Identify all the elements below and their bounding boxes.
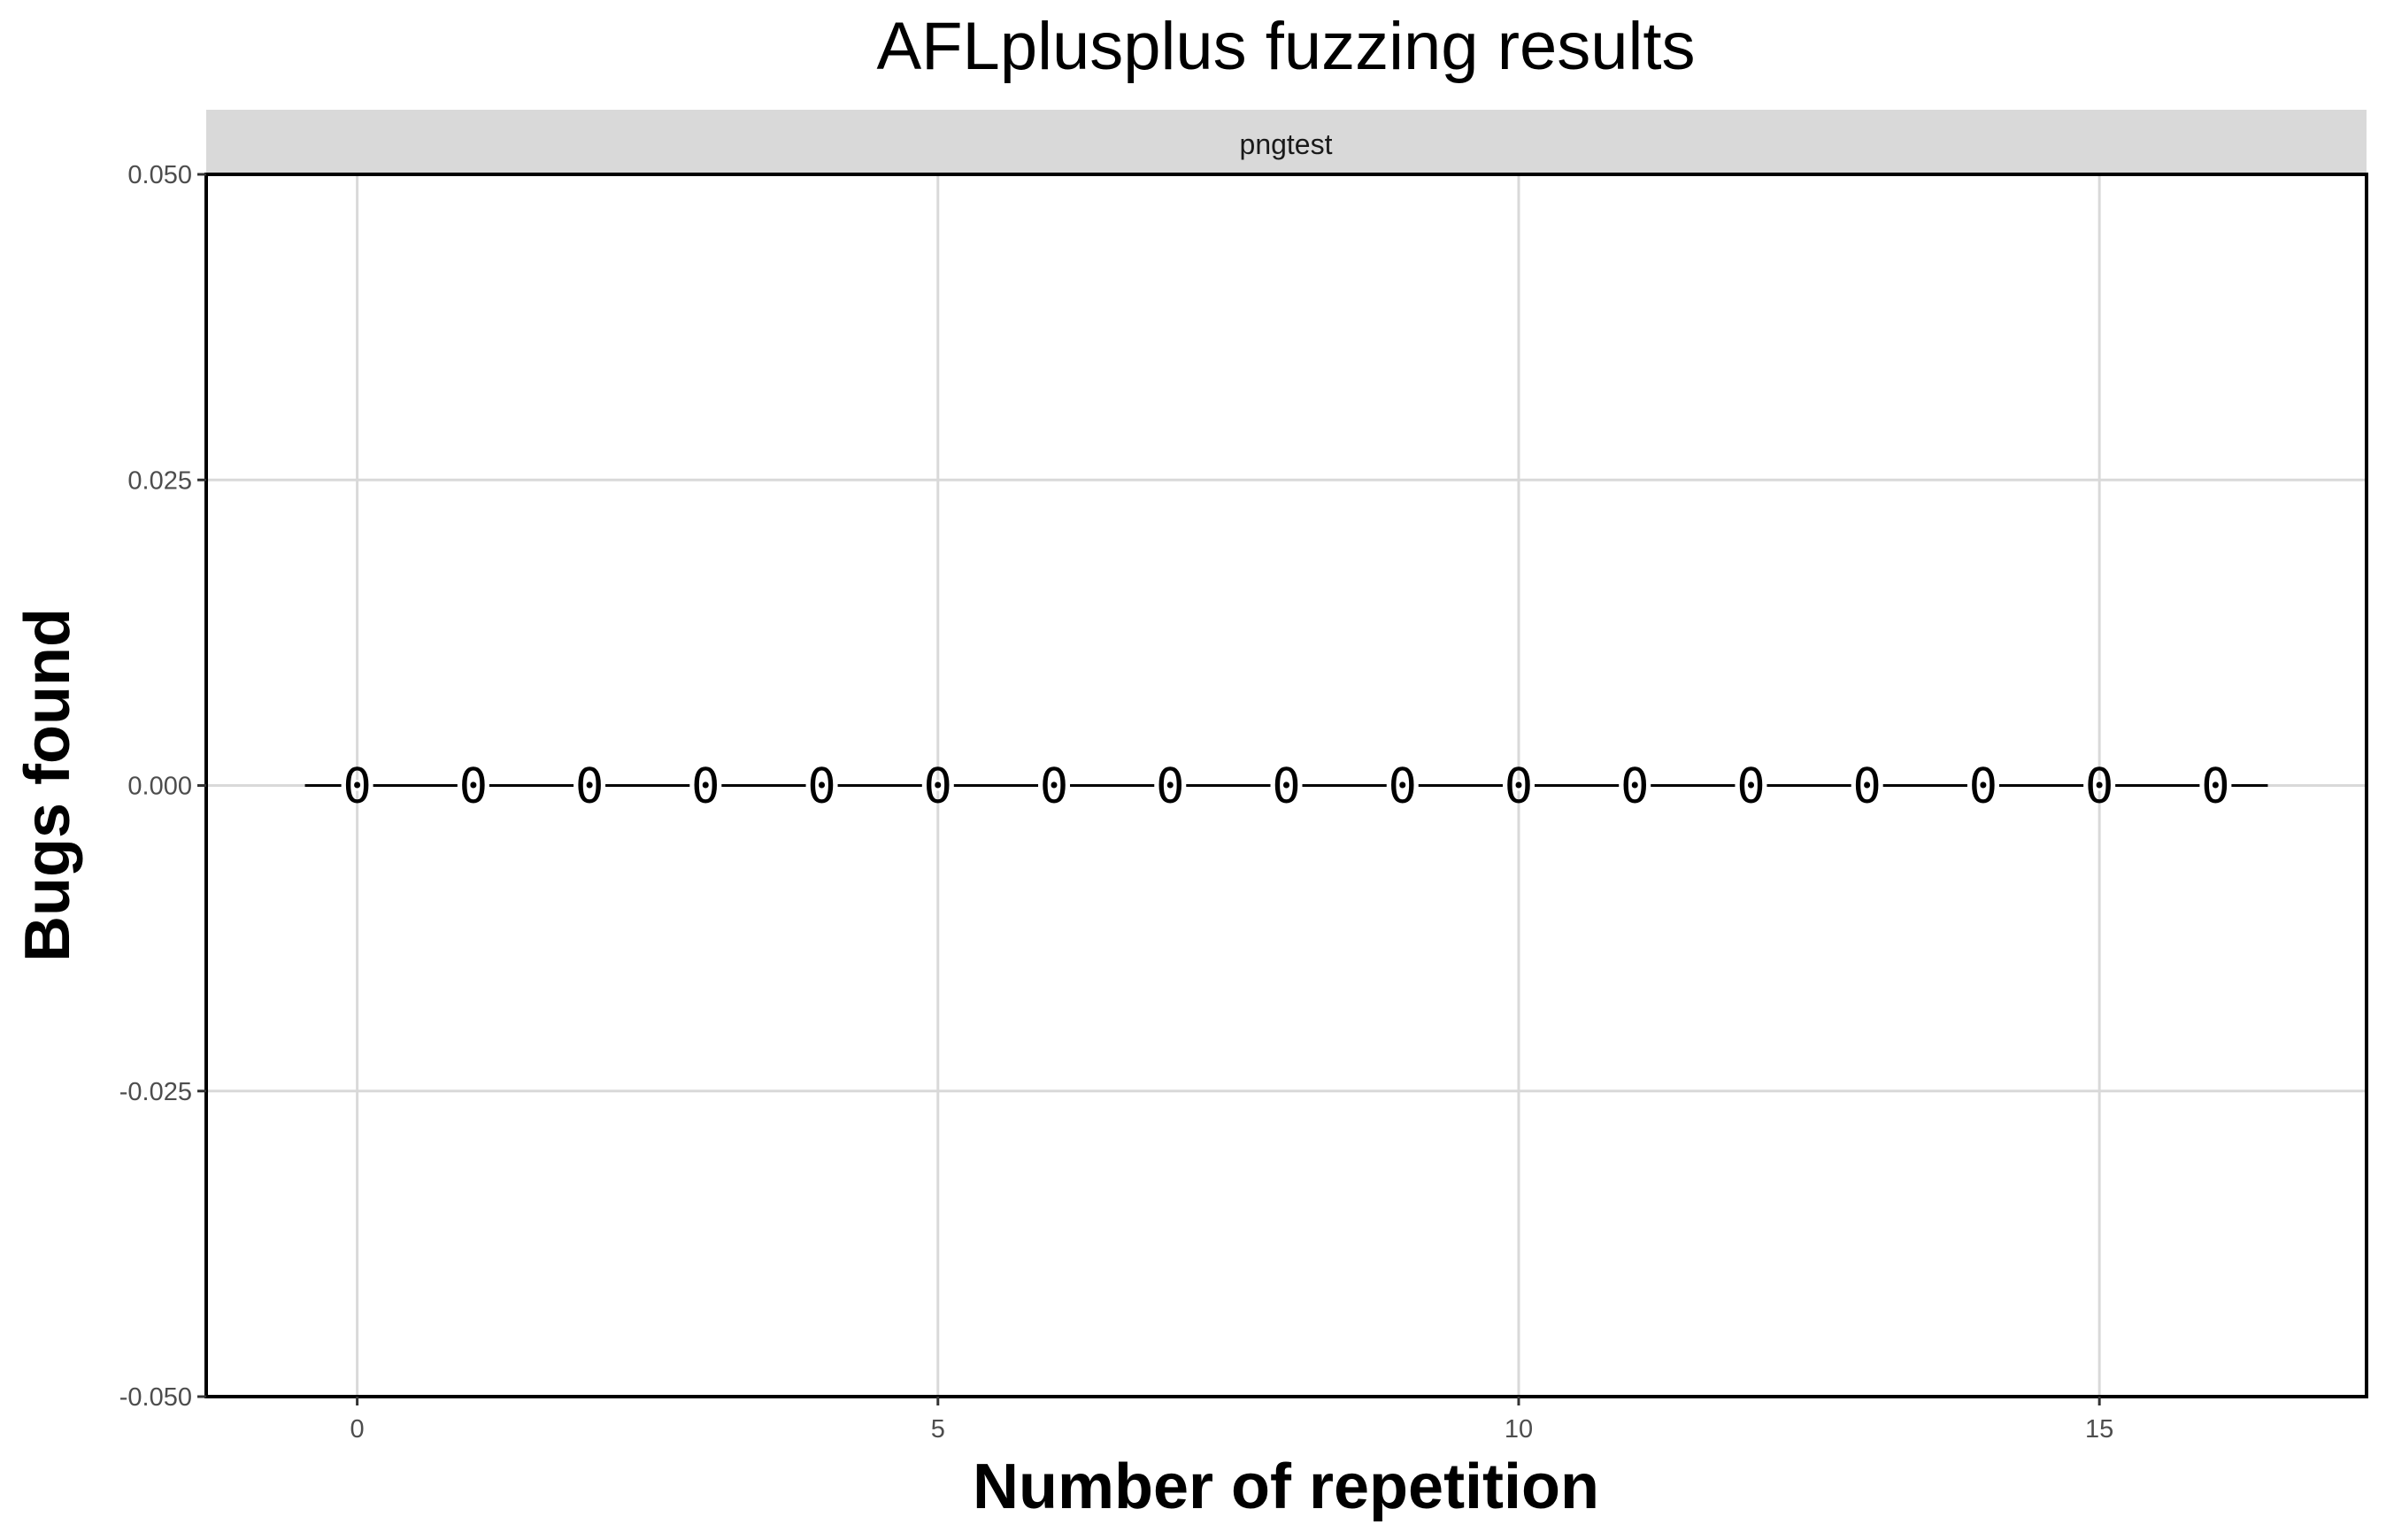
y-tick-label: -0.050 xyxy=(119,1383,192,1412)
data-label: 0 xyxy=(459,758,489,814)
data-label: 0 xyxy=(1040,758,1069,814)
data-label: 0 xyxy=(691,758,720,814)
y-tick-label: 0.000 xyxy=(127,773,192,801)
x-tick-label: 5 xyxy=(931,1415,945,1444)
data-label-bg xyxy=(1735,780,1767,791)
data-label: 0 xyxy=(575,758,604,814)
data-label: 0 xyxy=(343,758,372,814)
data-labels: 0 0 0 0 0 0 0 0 0 0 0 0 0 0 0 0 0 xyxy=(341,758,2232,814)
data-label: 0 xyxy=(1620,758,1650,814)
x-tick-label: 0 xyxy=(350,1415,365,1444)
data-label: 0 xyxy=(2085,758,2114,814)
data-label-bg xyxy=(1386,780,1419,791)
y-axis-title: Bugs found xyxy=(12,608,83,962)
x-tick-label: 10 xyxy=(1505,1415,1533,1444)
data-label-bg xyxy=(573,780,606,791)
x-axis: 0 5 10 15 xyxy=(350,1397,2113,1444)
data-label-bg xyxy=(341,780,373,791)
x-tick-label: 15 xyxy=(2085,1415,2113,1444)
y-tick-label: 0.025 xyxy=(127,466,192,495)
chart-title: AFLplusplus fuzzing results xyxy=(876,9,1695,84)
data-label-bg xyxy=(1038,780,1071,791)
data-label: 0 xyxy=(1272,758,1301,814)
data-label: 0 xyxy=(1969,758,1998,814)
data-label-bg xyxy=(457,780,489,791)
data-label: 0 xyxy=(1736,758,1766,814)
data-label-bg xyxy=(1967,780,1999,791)
y-tick-label: 0.050 xyxy=(127,161,192,189)
data-label-bg xyxy=(1502,780,1535,791)
data-label: 0 xyxy=(1852,758,1882,814)
data-label: 0 xyxy=(1388,758,1417,814)
data-label: 0 xyxy=(1505,758,1534,814)
data-label-bg xyxy=(1851,780,1883,791)
data-label-bg xyxy=(1154,780,1187,791)
data-label: 0 xyxy=(2201,758,2230,814)
data-label-bg xyxy=(1619,780,1651,791)
data-label: 0 xyxy=(1156,758,1185,814)
y-tick-label: -0.025 xyxy=(119,1078,192,1106)
data-label-bg xyxy=(689,780,722,791)
data-label-bg xyxy=(1270,780,1303,791)
facet-strip xyxy=(206,110,2367,174)
y-axis: -0.050 -0.025 0.000 0.025 0.050 xyxy=(119,161,206,1412)
facet-strip-label: pngtest xyxy=(1240,128,1333,160)
x-axis-title: Number of repetition xyxy=(973,1451,1599,1522)
data-label-bg xyxy=(921,780,954,791)
data-label-bg xyxy=(2083,780,2116,791)
data-label-bg xyxy=(2199,780,2232,791)
data-label-bg xyxy=(805,780,838,791)
data-label: 0 xyxy=(924,758,953,814)
data-label: 0 xyxy=(807,758,836,814)
